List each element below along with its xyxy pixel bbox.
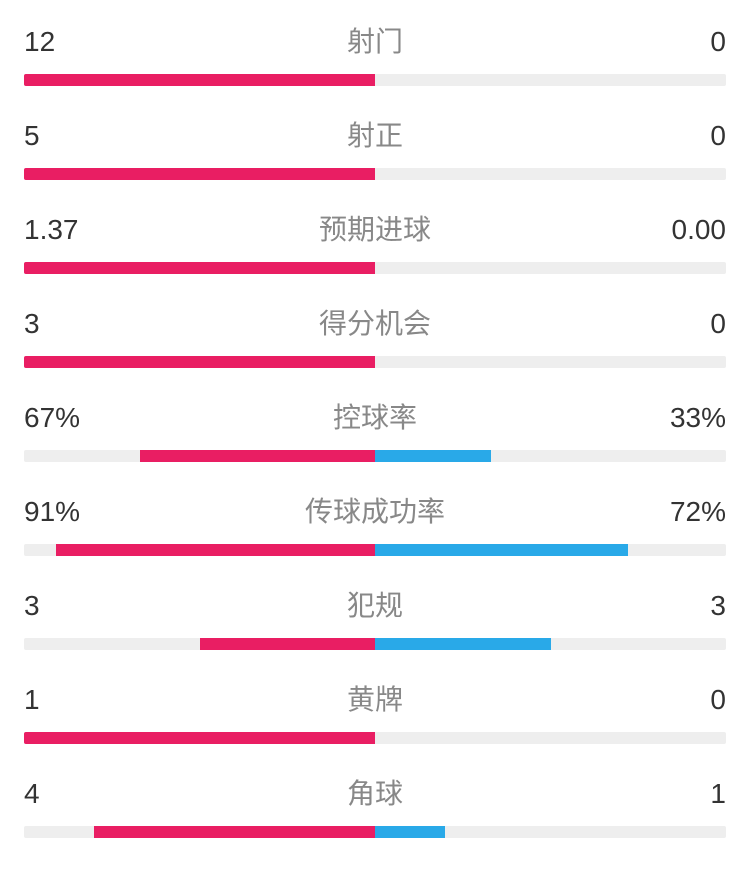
- stat-bar-left-half: [24, 262, 375, 274]
- stat-bar-track: [24, 168, 726, 180]
- stat-bar-left-half: [24, 450, 375, 462]
- stat-label: 得分机会: [104, 302, 646, 342]
- stat-label: 犯规: [104, 584, 646, 624]
- stat-bar-left-half: [24, 638, 375, 650]
- stat-bar-right-half: [375, 262, 726, 274]
- stat-label: 射正: [104, 114, 646, 154]
- stat-bar-left-fill: [24, 168, 375, 180]
- stat-labels: 4角球1: [24, 772, 726, 812]
- stat-row: 4角球1: [24, 772, 726, 838]
- stat-bar-right-half: [375, 826, 726, 838]
- stat-label: 传球成功率: [104, 490, 646, 530]
- stat-bar-left-half: [24, 356, 375, 368]
- stat-row: 5射正0: [24, 114, 726, 180]
- stat-bar-right-half: [375, 168, 726, 180]
- stat-bar-right-half: [375, 356, 726, 368]
- stat-label: 控球率: [104, 396, 646, 436]
- stat-bar-left-half: [24, 74, 375, 86]
- stat-bar-left-fill: [56, 544, 375, 556]
- stat-bar-right-fill: [375, 638, 551, 650]
- match-stats-panel: 12射门05射正01.37预期进球0.003得分机会067%控球率33%91%传…: [24, 20, 726, 838]
- stat-bar-left-fill: [24, 74, 375, 86]
- stat-labels: 1黄牌0: [24, 678, 726, 718]
- stat-right-value: 1: [646, 778, 726, 810]
- stat-row: 3犯规3: [24, 584, 726, 650]
- stat-right-value: 3: [646, 590, 726, 622]
- stat-row: 91%传球成功率72%: [24, 490, 726, 556]
- stat-bar-right-half: [375, 732, 726, 744]
- stat-left-value: 4: [24, 778, 104, 810]
- stat-left-value: 12: [24, 26, 104, 58]
- stat-labels: 1.37预期进球0.00: [24, 208, 726, 248]
- stat-bar-right-half: [375, 544, 726, 556]
- stat-bar-left-fill: [94, 826, 375, 838]
- stat-bar-track: [24, 638, 726, 650]
- stat-bar-left-half: [24, 544, 375, 556]
- stat-right-value: 33%: [646, 402, 726, 434]
- stat-row: 1黄牌0: [24, 678, 726, 744]
- stat-bar-right-fill: [375, 826, 445, 838]
- stat-bar-track: [24, 450, 726, 462]
- stat-bar-track: [24, 74, 726, 86]
- stat-labels: 3得分机会0: [24, 302, 726, 342]
- stat-bar-left-half: [24, 168, 375, 180]
- stat-bar-track: [24, 356, 726, 368]
- stat-row: 12射门0: [24, 20, 726, 86]
- stat-bar-right-half: [375, 638, 726, 650]
- stat-label: 角球: [104, 772, 646, 812]
- stat-bar-track: [24, 732, 726, 744]
- stat-bar-left-fill: [200, 638, 376, 650]
- stat-label: 预期进球: [104, 208, 646, 248]
- stat-row: 3得分机会0: [24, 302, 726, 368]
- stat-left-value: 3: [24, 308, 104, 340]
- stat-bar-left-fill: [140, 450, 375, 462]
- stat-right-value: 0: [646, 308, 726, 340]
- stat-label: 射门: [104, 20, 646, 60]
- stat-label: 黄牌: [104, 678, 646, 718]
- stat-labels: 5射正0: [24, 114, 726, 154]
- stat-left-value: 1.37: [24, 214, 104, 246]
- stat-right-value: 72%: [646, 496, 726, 528]
- stat-left-value: 3: [24, 590, 104, 622]
- stat-bar-right-fill: [375, 450, 491, 462]
- stat-row: 67%控球率33%: [24, 396, 726, 462]
- stat-bar-track: [24, 262, 726, 274]
- stat-right-value: 0: [646, 26, 726, 58]
- stat-bar-right-half: [375, 450, 726, 462]
- stat-left-value: 67%: [24, 402, 104, 434]
- stat-bar-track: [24, 826, 726, 838]
- stat-bar-track: [24, 544, 726, 556]
- stat-right-value: 0: [646, 120, 726, 152]
- stat-left-value: 91%: [24, 496, 104, 528]
- stat-right-value: 0: [646, 684, 726, 716]
- stat-right-value: 0.00: [646, 214, 726, 246]
- stat-bar-right-half: [375, 74, 726, 86]
- stat-bar-left-half: [24, 732, 375, 744]
- stat-left-value: 1: [24, 684, 104, 716]
- stat-labels: 3犯规3: [24, 584, 726, 624]
- stat-bar-left-half: [24, 826, 375, 838]
- stat-row: 1.37预期进球0.00: [24, 208, 726, 274]
- stat-bar-left-fill: [24, 356, 375, 368]
- stat-left-value: 5: [24, 120, 104, 152]
- stat-labels: 91%传球成功率72%: [24, 490, 726, 530]
- stat-bar-left-fill: [24, 732, 375, 744]
- stat-labels: 12射门0: [24, 20, 726, 60]
- stat-bar-left-fill: [24, 262, 375, 274]
- stat-labels: 67%控球率33%: [24, 396, 726, 436]
- stat-bar-right-fill: [375, 544, 628, 556]
